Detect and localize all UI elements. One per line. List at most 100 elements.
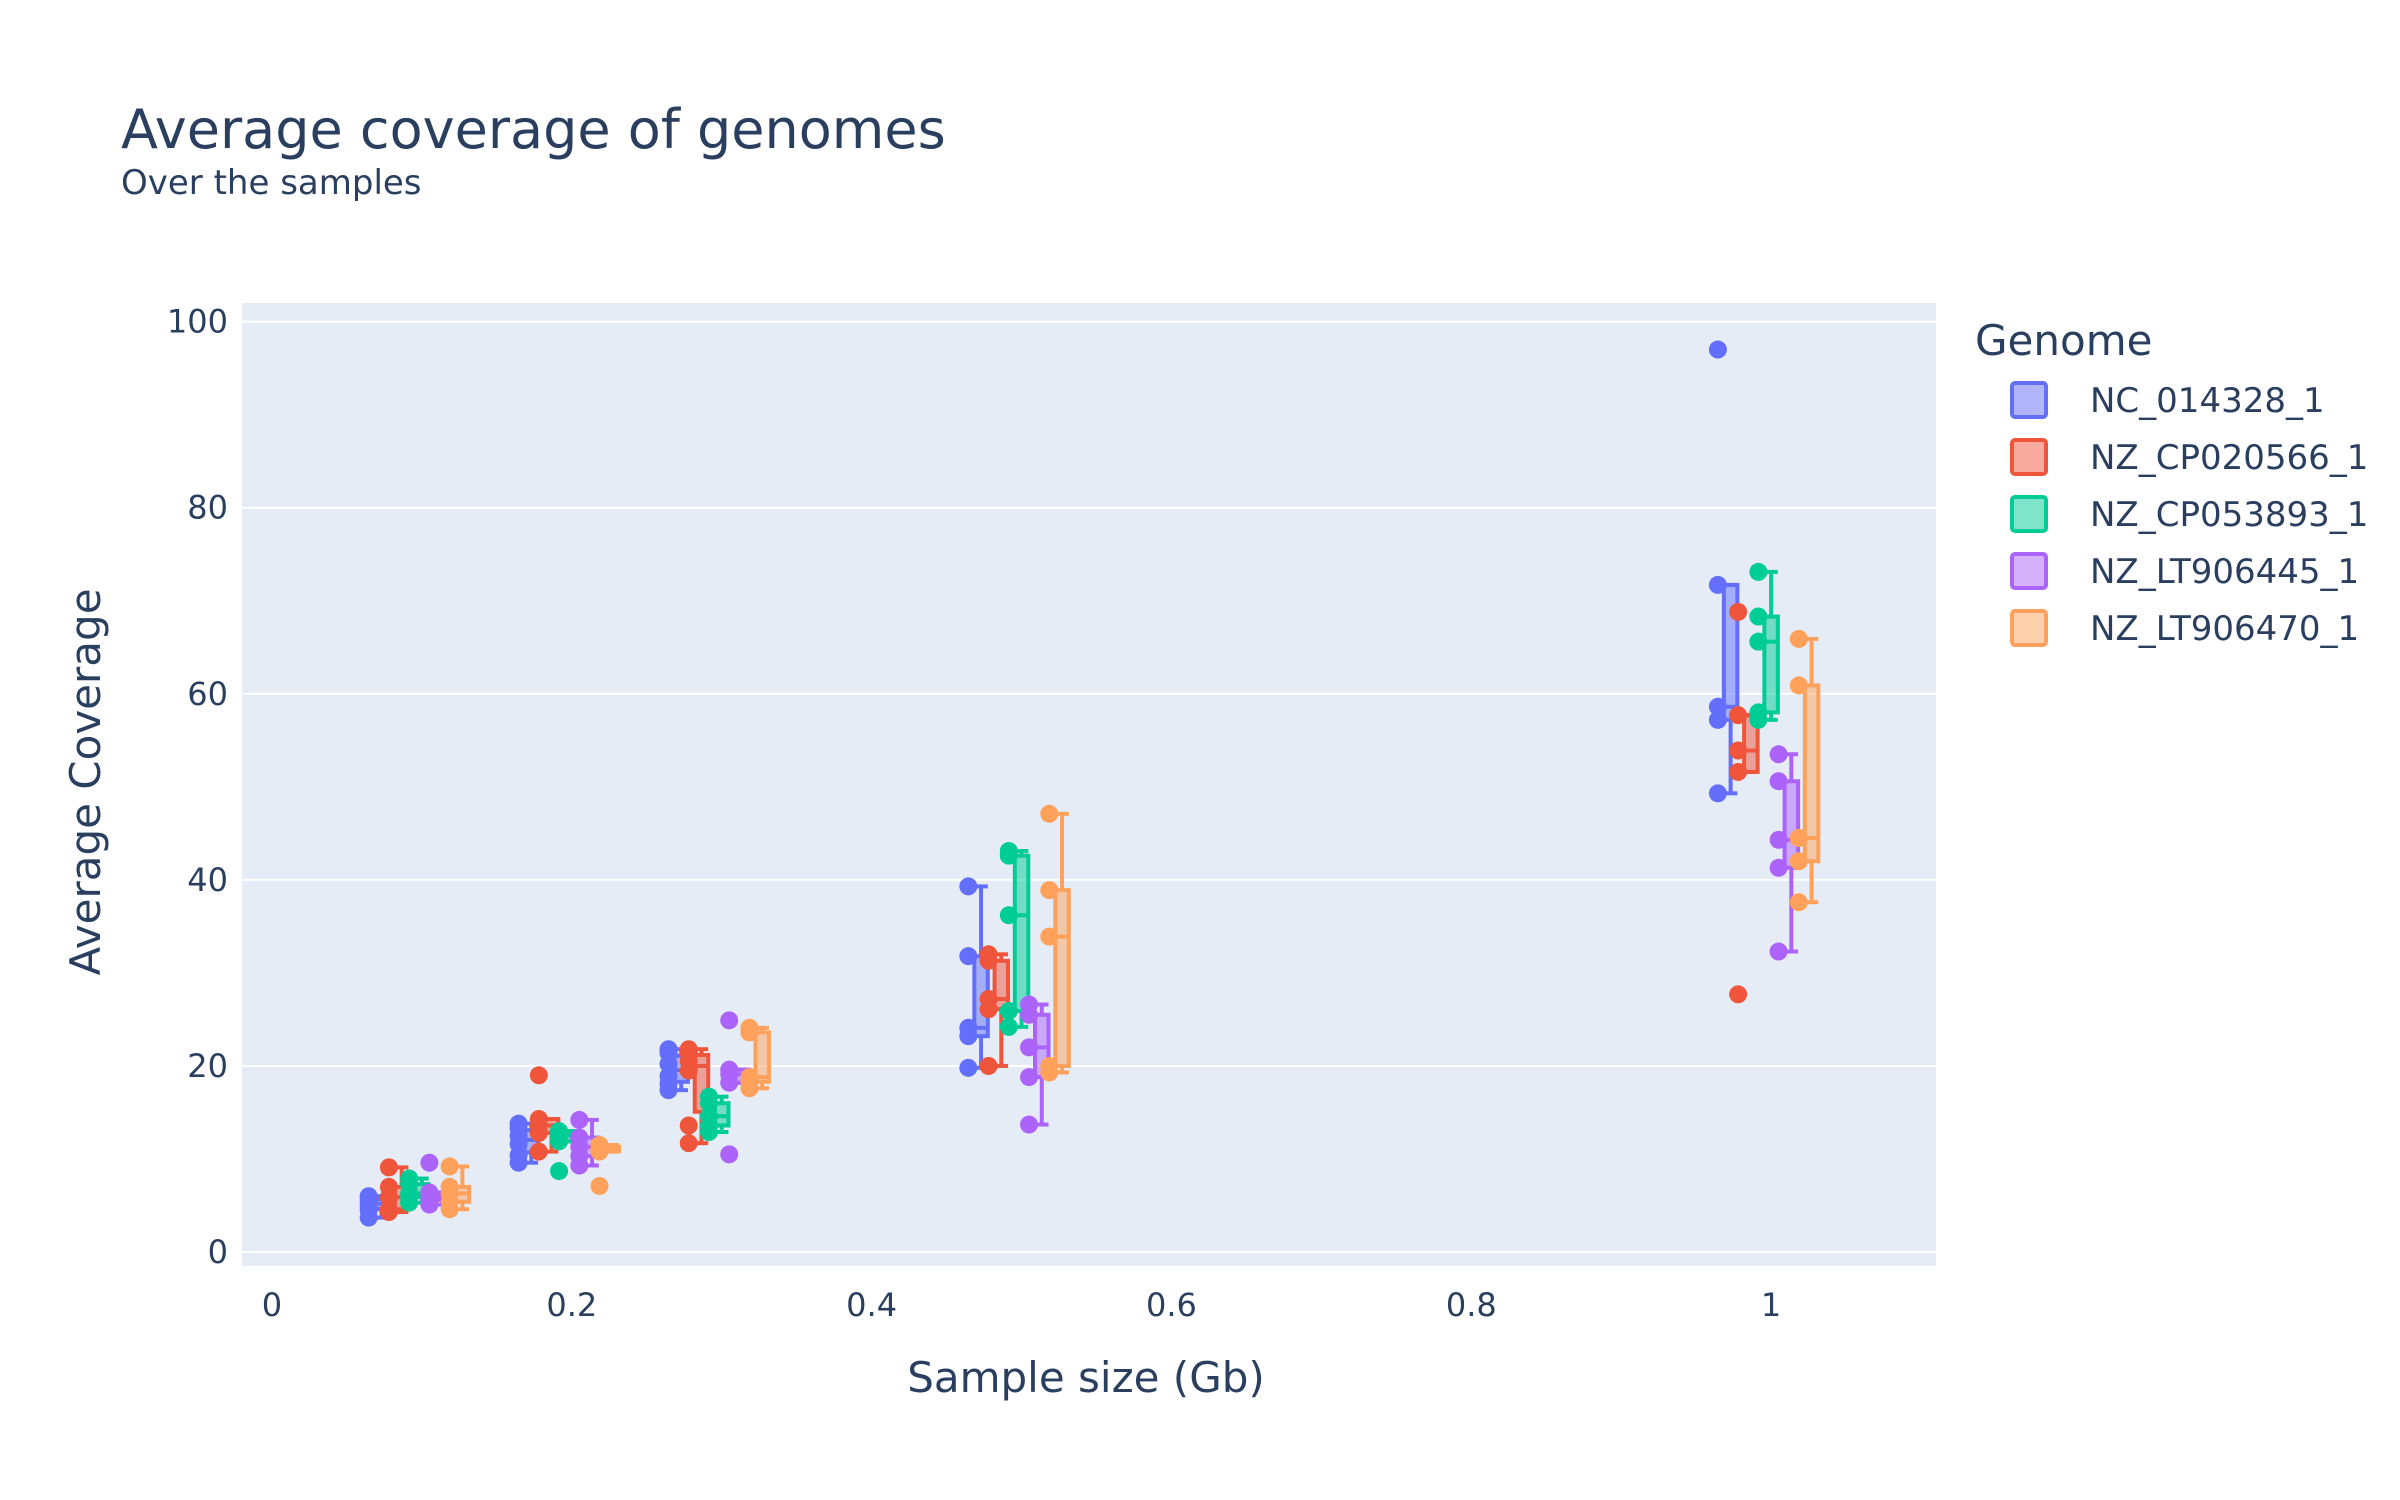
data-point[interactable]	[740, 1068, 759, 1087]
box-iqr[interactable]	[1782, 779, 1801, 870]
box-plot[interactable]	[979, 945, 1011, 1075]
data-point[interactable]	[379, 1158, 398, 1177]
legend-item[interactable]: NZ_CP053893_1	[2010, 495, 2368, 535]
data-point[interactable]	[1708, 340, 1727, 359]
data-point[interactable]	[999, 842, 1018, 861]
data-point[interactable]	[440, 1157, 459, 1176]
data-point[interactable]	[1769, 858, 1788, 877]
data-point[interactable]	[679, 1116, 698, 1135]
data-point[interactable]	[529, 1066, 548, 1085]
data-point[interactable]	[400, 1169, 419, 1188]
data-point[interactable]	[679, 1040, 698, 1059]
data-point[interactable]	[1789, 629, 1808, 648]
data-point[interactable]	[1708, 697, 1727, 716]
series-NZ_LT906470_1[interactable]	[440, 629, 1821, 1219]
data-point[interactable]	[1749, 562, 1768, 581]
data-point[interactable]	[979, 1056, 998, 1075]
box-iqr[interactable]	[1053, 888, 1071, 1068]
box-plot[interactable]	[1040, 804, 1071, 1082]
data-point[interactable]	[1749, 703, 1768, 722]
data-point[interactable]	[959, 877, 978, 896]
data-point[interactable]	[1789, 852, 1808, 871]
box-plot[interactable]	[679, 1040, 711, 1153]
data-point[interactable]	[1020, 1038, 1039, 1057]
data-point[interactable]	[359, 1187, 378, 1206]
data-point[interactable]	[420, 1153, 439, 1172]
data-point[interactable]	[659, 1040, 678, 1059]
box-iqr[interactable]	[1762, 614, 1780, 715]
legend-item[interactable]: NZ_LT906445_1	[2010, 552, 2359, 592]
box-plot[interactable]	[699, 1087, 731, 1142]
x-tick-label: 0.6	[1146, 1286, 1197, 1324]
data-point[interactable]	[959, 1058, 978, 1077]
data-point[interactable]	[1769, 745, 1788, 764]
data-point[interactable]	[1020, 1068, 1039, 1087]
legend[interactable]: Genome NC_014328_1 NZ_CP020566_1 NZ_CP0538…	[1975, 316, 2368, 649]
data-point[interactable]	[1789, 893, 1808, 912]
data-point[interactable]	[570, 1110, 589, 1129]
data-point[interactable]	[1729, 602, 1748, 621]
data-point[interactable]	[1708, 784, 1727, 803]
series-NC_014328_1[interactable]	[359, 340, 1740, 1227]
data-point[interactable]	[740, 1018, 759, 1037]
box-plot[interactable]	[1749, 562, 1780, 729]
data-point[interactable]	[1040, 1056, 1059, 1075]
data-point[interactable]	[699, 1087, 718, 1106]
data-point[interactable]	[1040, 881, 1059, 900]
data-point[interactable]	[1020, 1115, 1039, 1134]
box-plot[interactable]	[590, 1136, 622, 1195]
data-point[interactable]	[1708, 710, 1727, 729]
data-point[interactable]	[590, 1176, 609, 1195]
data-point[interactable]	[529, 1109, 548, 1128]
series-NZ_CP053893_1[interactable]	[400, 562, 1780, 1212]
box-plot[interactable]	[440, 1157, 472, 1219]
data-point[interactable]	[999, 1002, 1018, 1021]
box-plot[interactable]	[1789, 629, 1821, 912]
data-point[interactable]	[679, 1134, 698, 1153]
box-plot[interactable]	[740, 1018, 771, 1098]
data-point[interactable]	[1749, 607, 1768, 626]
data-point[interactable]	[529, 1142, 548, 1161]
box-iqr[interactable]	[1802, 683, 1821, 864]
data-point[interactable]	[509, 1114, 528, 1133]
data-point[interactable]	[590, 1136, 609, 1155]
data-point[interactable]	[550, 1162, 569, 1181]
data-point[interactable]	[570, 1128, 589, 1147]
data-point[interactable]	[420, 1183, 439, 1202]
box-iqr[interactable]	[1012, 853, 1031, 1014]
x-axis-title: Sample size (Gb)	[907, 1353, 1265, 1402]
data-point[interactable]	[979, 945, 998, 964]
data-point[interactable]	[720, 1011, 739, 1030]
data-point[interactable]	[999, 906, 1018, 925]
legend-item[interactable]: NZ_CP020566_1	[2010, 438, 2368, 478]
data-point[interactable]	[1789, 829, 1808, 847]
box-iqr[interactable]	[753, 1030, 771, 1084]
data-point[interactable]	[1040, 804, 1059, 823]
data-point[interactable]	[1729, 985, 1748, 1004]
data-point[interactable]	[1749, 632, 1768, 651]
data-point[interactable]	[979, 989, 998, 1008]
data-point[interactable]	[379, 1177, 398, 1196]
data-point[interactable]	[1769, 772, 1788, 791]
data-point[interactable]	[1729, 741, 1748, 760]
data-point[interactable]	[1729, 706, 1748, 725]
data-point[interactable]	[1769, 830, 1788, 849]
data-point[interactable]	[1040, 927, 1059, 946]
data-point[interactable]	[720, 1060, 739, 1079]
data-point[interactable]	[720, 1145, 739, 1164]
data-point[interactable]	[959, 1018, 978, 1037]
box-plot[interactable]	[1769, 745, 1801, 961]
data-point[interactable]	[440, 1177, 459, 1196]
legend-item[interactable]: NC_014328_1	[2010, 381, 2325, 421]
data-point[interactable]	[1789, 676, 1808, 695]
data-point[interactable]	[550, 1122, 569, 1141]
data-point[interactable]	[699, 1107, 718, 1126]
data-point[interactable]	[999, 1017, 1018, 1036]
legend-item[interactable]: NZ_LT906470_1	[2010, 609, 2359, 649]
data-point[interactable]	[1020, 995, 1039, 1014]
data-point[interactable]	[1708, 575, 1727, 594]
data-point[interactable]	[1769, 942, 1788, 961]
data-point[interactable]	[1729, 762, 1748, 781]
data-point[interactable]	[959, 947, 978, 966]
